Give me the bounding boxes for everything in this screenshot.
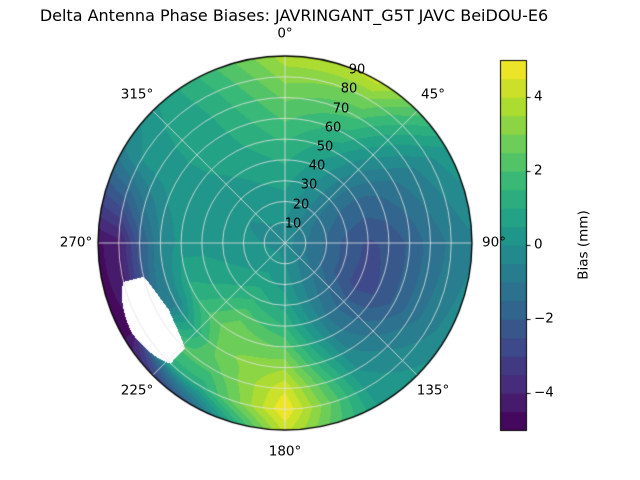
chart-title: Delta Antenna Phase Biases: JAVRINGANT_G… <box>39 6 549 25</box>
azimuth-tick-label: 0° <box>277 25 293 42</box>
radius-tick-label: 70 <box>332 101 350 117</box>
radius-tick-label: 50 <box>316 139 334 155</box>
colorbar-tick-label: −2 <box>534 310 554 327</box>
radius-tick-label: 60 <box>324 120 342 136</box>
radius-tick-label: 30 <box>300 177 318 193</box>
radius-tick-label: 90 <box>348 62 366 78</box>
colorbar-tick-label: 2 <box>534 162 543 179</box>
radius-tick-label: 40 <box>308 158 326 174</box>
azimuth-tick-label: 45° <box>421 86 445 103</box>
azimuth-tick-label: 180° <box>268 443 302 460</box>
azimuth-tick-label: 135° <box>416 382 450 399</box>
radius-tick-label: 10 <box>284 216 302 232</box>
colorbar-tick-label: −4 <box>534 384 554 401</box>
azimuth-tick-label: 225° <box>120 382 154 399</box>
azimuth-tick-label: 90° <box>482 234 506 251</box>
radius-tick-label: 80 <box>340 81 358 97</box>
azimuth-tick-label: 315° <box>120 86 154 103</box>
colorbar-axis-label: Bias (mm) <box>575 210 592 280</box>
colorbar-tick-label: 0 <box>534 236 543 253</box>
azimuth-tick-label: 270° <box>59 234 93 251</box>
radius-tick-label: 20 <box>292 197 310 213</box>
colorbar-tick-label: 4 <box>534 88 543 105</box>
